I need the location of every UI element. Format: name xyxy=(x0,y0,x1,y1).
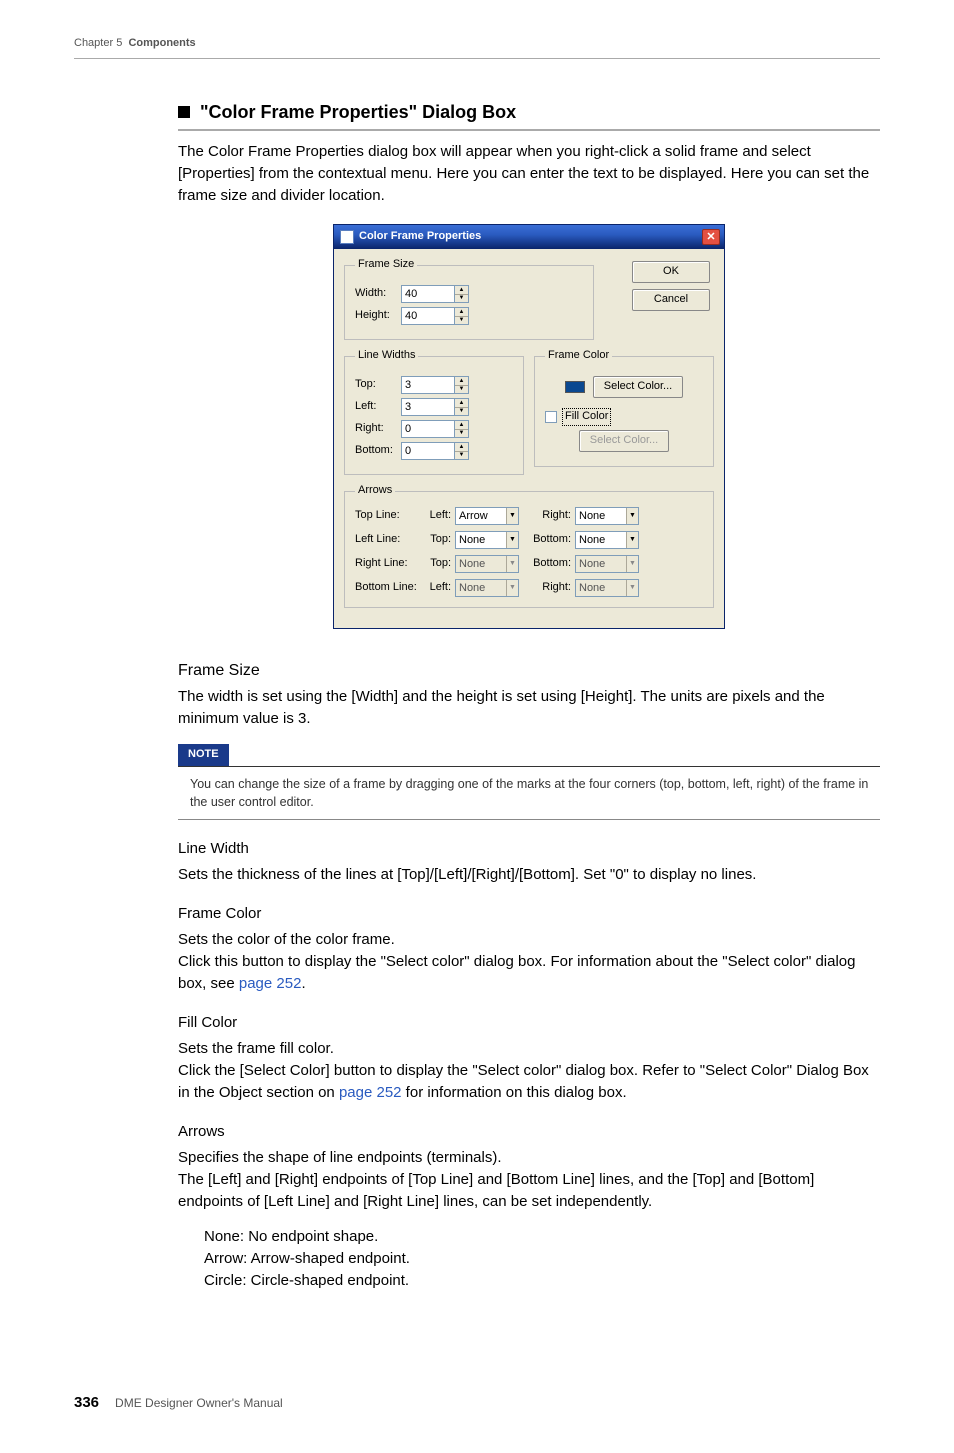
height-input[interactable] xyxy=(401,307,455,325)
line-width-text: Sets the thickness of the lines at [Top]… xyxy=(178,864,880,886)
arrow-combo: ▼ xyxy=(455,579,519,597)
fill-color-text2: Click the [Select Color] button to displ… xyxy=(178,1060,880,1104)
chevron-down-icon[interactable]: ▼ xyxy=(506,508,518,524)
dialog-title: Color Frame Properties xyxy=(359,229,481,245)
chevron-down-icon[interactable]: ▼ xyxy=(626,508,638,524)
dialog-app-icon xyxy=(340,230,354,244)
spin-up-icon[interactable]: ▲ xyxy=(455,308,468,317)
height-spinbox[interactable]: ▲▼ xyxy=(401,307,469,325)
cancel-button[interactable]: Cancel xyxy=(632,289,710,311)
left-width-spinbox[interactable]: ▲▼ xyxy=(401,398,469,416)
arrow-row-label: Right Line: xyxy=(355,556,421,572)
arrow-combo: ▼ xyxy=(575,579,639,597)
fill-color-label: Fill Color xyxy=(562,408,611,426)
arrows-group: Arrows Top Line: Left: ▼ Right: ▼Left Li… xyxy=(344,483,714,608)
arrow-row-label: Top Line: xyxy=(355,508,421,524)
manual-title: DME Designer Owner's Manual xyxy=(115,1395,283,1412)
chevron-down-icon[interactable]: ▼ xyxy=(626,532,638,548)
frame-color-text1: Sets the color of the color frame. xyxy=(178,929,880,951)
select-frame-color-button[interactable]: Select Color... xyxy=(593,376,683,398)
arrow-combo: ▼ xyxy=(575,555,639,573)
bottom-width-spinbox[interactable]: ▲▼ xyxy=(401,442,469,460)
arrows-text2: The [Left] and [Right] endpoints of [Top… xyxy=(178,1169,880,1213)
frame-size-heading: Frame Size xyxy=(178,659,880,682)
right-width-spinbox[interactable]: ▲▼ xyxy=(401,420,469,438)
line-widths-group: Line Widths Top: ▲▼ Left: ▲▼ xyxy=(344,348,524,475)
arrow-combo[interactable]: ▼ xyxy=(575,507,639,525)
page-link[interactable]: page 252 xyxy=(339,1084,402,1101)
arrows-text1: Specifies the shape of line endpoints (t… xyxy=(178,1147,880,1169)
frame-color-text2: Click this button to display the "Select… xyxy=(178,951,880,995)
top-width-spinbox[interactable]: ▲▼ xyxy=(401,376,469,394)
arrows-circle: Circle: Circle-shaped endpoint. xyxy=(178,1270,880,1292)
arrow-combo[interactable]: ▼ xyxy=(575,531,639,549)
chevron-down-icon: ▼ xyxy=(506,556,518,572)
height-label: Height: xyxy=(355,308,401,324)
width-spinbox[interactable]: ▲▼ xyxy=(401,285,469,303)
chapter-title: Components xyxy=(128,37,195,49)
spin-down-icon[interactable]: ▼ xyxy=(455,317,468,325)
frame-color-heading: Frame Color xyxy=(178,903,880,925)
arrow-combo[interactable]: ▼ xyxy=(455,531,519,549)
page-header: Chapter 5 Components xyxy=(74,36,880,59)
bullet-square-icon xyxy=(178,106,190,118)
spin-up-icon[interactable]: ▲ xyxy=(455,286,468,295)
page-link[interactable]: page 252 xyxy=(239,975,302,992)
spin-down-icon[interactable]: ▼ xyxy=(455,295,468,303)
frame-size-text: The width is set using the [Width] and t… xyxy=(178,686,880,730)
fill-color-checkbox[interactable] xyxy=(545,411,557,423)
chapter-label: Chapter 5 xyxy=(74,37,122,49)
width-input[interactable] xyxy=(401,285,455,303)
color-frame-properties-dialog: Color Frame Properties ✕ Frame Size Widt… xyxy=(333,224,725,629)
chevron-down-icon[interactable]: ▼ xyxy=(506,532,518,548)
close-button[interactable]: ✕ xyxy=(702,229,720,245)
arrow-combo: ▼ xyxy=(455,555,519,573)
arrows-heading: Arrows xyxy=(178,1121,880,1143)
section-intro: The Color Frame Properties dialog box wi… xyxy=(178,141,880,206)
page-number: 336 xyxy=(74,1392,99,1414)
arrow-row-label: Bottom Line: xyxy=(355,580,421,596)
note-box: NOTE You can change the size of a frame … xyxy=(178,742,880,820)
arrows-arrow: Arrow: Arrow-shaped endpoint. xyxy=(178,1248,880,1270)
width-label: Width: xyxy=(355,286,401,302)
ok-button[interactable]: OK xyxy=(632,261,710,283)
frame-size-group: Frame Size Width: ▲▼ Height: xyxy=(344,257,594,340)
frame-color-swatch xyxy=(565,381,585,393)
frame-color-group: Frame Color Select Color... Fill Color xyxy=(534,348,714,467)
dialog-titlebar: Color Frame Properties ✕ xyxy=(334,225,724,249)
chevron-down-icon: ▼ xyxy=(506,580,518,596)
arrow-row-label: Left Line: xyxy=(355,532,421,548)
note-body: You can change the size of a frame by dr… xyxy=(178,766,880,820)
select-fill-color-button[interactable]: Select Color... xyxy=(579,430,669,452)
section-title: "Color Frame Properties" Dialog Box xyxy=(178,99,880,131)
fill-color-heading: Fill Color xyxy=(178,1012,880,1034)
note-tag: NOTE xyxy=(178,744,229,766)
page-footer: 336 DME Designer Owner's Manual xyxy=(74,1392,880,1414)
line-width-heading: Line Width xyxy=(178,838,880,860)
arrow-combo[interactable]: ▼ xyxy=(455,507,519,525)
chevron-down-icon: ▼ xyxy=(626,556,638,572)
fill-color-text1: Sets the frame fill color. xyxy=(178,1038,880,1060)
chevron-down-icon: ▼ xyxy=(626,580,638,596)
arrows-none: None: No endpoint shape. xyxy=(178,1226,880,1248)
